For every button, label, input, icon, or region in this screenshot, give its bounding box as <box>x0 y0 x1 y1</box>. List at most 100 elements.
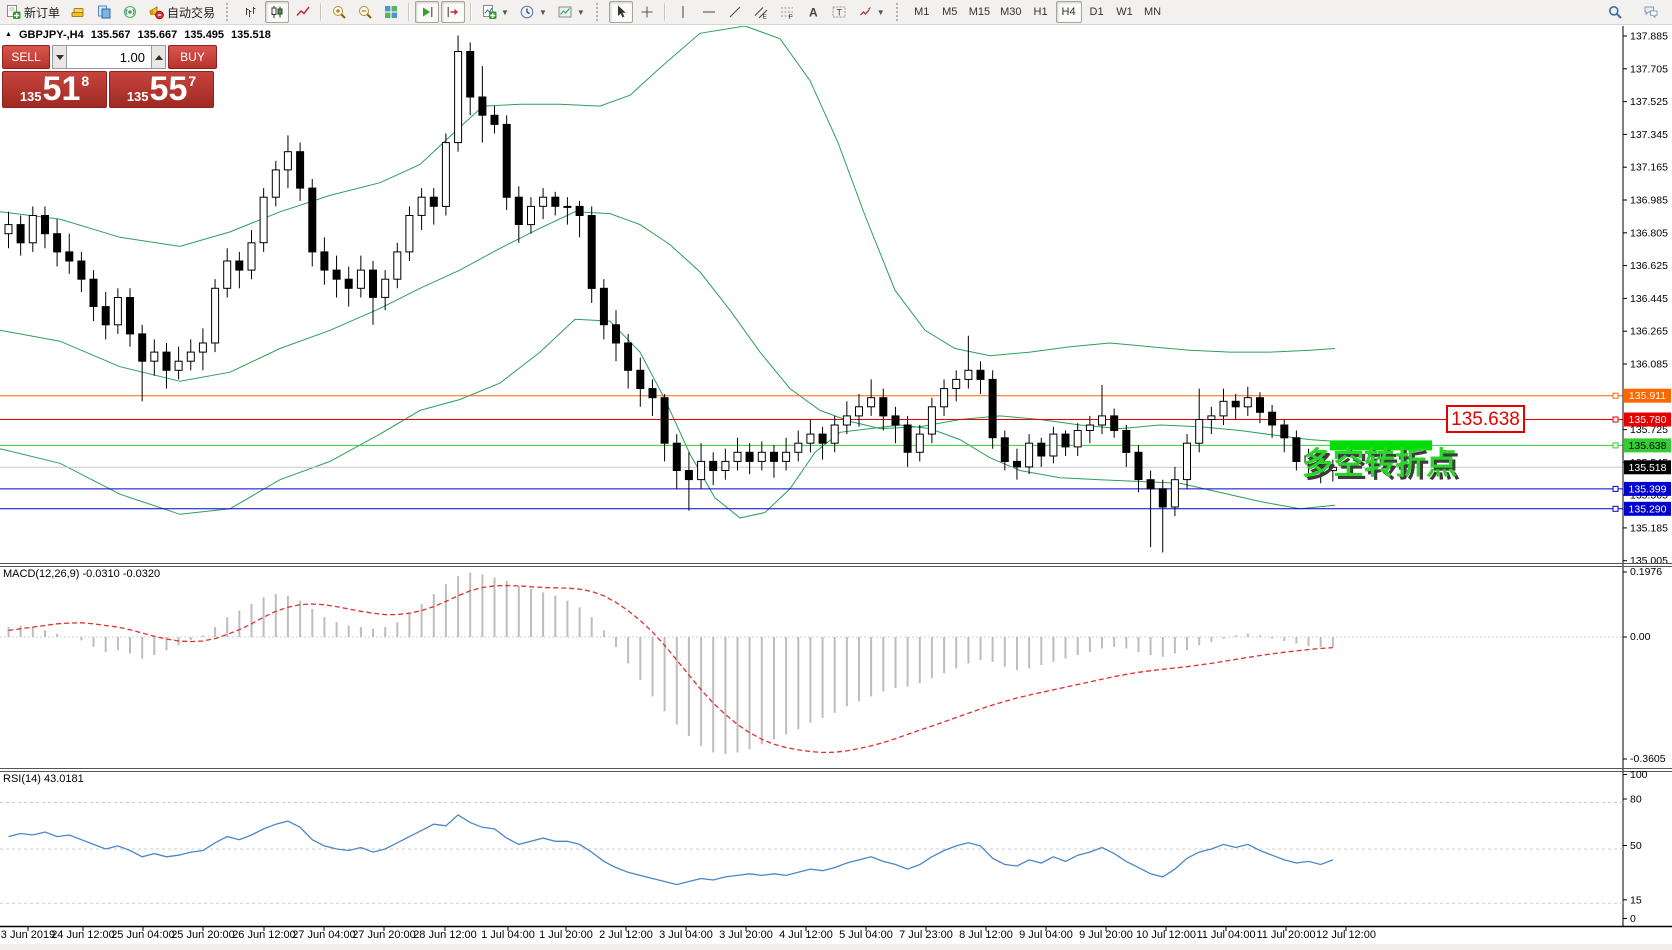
arrows-button[interactable]: ▼ <box>853 1 889 23</box>
crosshair-icon <box>641 6 653 18</box>
toolbar-separator <box>663 3 666 21</box>
svg-text:135.911: 135.911 <box>1629 390 1666 402</box>
chevron-down-icon[interactable]: ▼ <box>876 7 885 17</box>
vertical-line-button[interactable] <box>671 1 695 23</box>
bars-icon <box>246 7 256 17</box>
candles <box>4 35 1337 553</box>
price-tags[interactable]: 135.911 135.780 135.638 135.518 135.399 135.2… <box>1612 388 1671 516</box>
cn-annotation: 多空转折点 <box>1302 446 1457 481</box>
tf-h1-button[interactable]: H1 <box>1028 1 1054 23</box>
buy-button[interactable]: BUY <box>168 45 217 69</box>
svg-text:135.185: 135.185 <box>1630 522 1668 534</box>
svg-text:135.780: 135.780 <box>1629 414 1667 426</box>
rsi-label: RSI(14) 43.0181 <box>3 773 84 785</box>
collapse-arrow-icon[interactable]: ▲ <box>5 30 12 38</box>
volume-input[interactable] <box>67 45 151 69</box>
svg-text:3 Jul 20:00: 3 Jul 20:00 <box>719 929 773 941</box>
svg-text:9 Jul 20:00: 9 Jul 20:00 <box>1079 929 1133 941</box>
buy-price-prefix: 135 <box>126 89 149 104</box>
periods-button[interactable]: ▼ <box>515 1 551 23</box>
toolbar-drag-handle[interactable] <box>895 3 904 21</box>
navigator-icon <box>98 5 111 19</box>
fibonacci-retracement-button[interactable]: F <box>775 1 799 23</box>
zoom-out-button[interactable] <box>353 1 377 23</box>
bar-chart-button[interactable] <box>239 1 263 23</box>
tf-m5-button[interactable]: M5 <box>937 1 963 23</box>
text-icon: A <box>809 6 818 20</box>
equidistant-channel-button[interactable]: E <box>749 1 773 23</box>
svg-text:1 Jul 20:00: 1 Jul 20:00 <box>539 929 593 941</box>
ohlc-low: 135.495 <box>184 29 225 41</box>
text-label-button[interactable]: T <box>827 1 851 23</box>
tf-w1-button[interactable]: W1 <box>1112 1 1138 23</box>
indicators-icon <box>483 5 497 19</box>
autotrade-icon <box>149 6 164 20</box>
svg-text:137.525: 137.525 <box>1630 96 1668 108</box>
toolbar-drag-handle[interactable] <box>595 3 604 21</box>
new-order-button[interactable]: 新订单 <box>1 1 64 23</box>
svg-text:11 Jul 04:00: 11 Jul 04:00 <box>1196 929 1255 941</box>
indicators-button[interactable]: ▼ <box>477 1 513 23</box>
tf-mn-button[interactable]: MN <box>1140 1 1166 23</box>
triangle-up-icon <box>154 54 163 60</box>
line-chart-button[interactable] <box>291 1 315 23</box>
svg-text:0.00: 0.00 <box>1630 631 1651 643</box>
pane-separators[interactable] <box>0 563 1672 928</box>
svg-text:25 Jun 04:00: 25 Jun 04:00 <box>111 929 175 941</box>
zoom-in-button[interactable] <box>327 1 351 23</box>
sell-button[interactable]: SELL <box>2 45 50 69</box>
tf-m15-button[interactable]: M15 <box>965 1 994 23</box>
svg-text:137.165: 137.165 <box>1630 162 1668 174</box>
auto-trading-button[interactable]: 自动交易 <box>144 1 219 23</box>
navigator-button[interactable] <box>92 1 116 23</box>
chart-shift-button[interactable] <box>441 1 466 23</box>
chat-icon <box>1644 6 1658 19</box>
symbol-title: GBPJPY-,H4 <box>18 29 84 41</box>
text-button[interactable]: A <box>801 1 825 23</box>
periods-icon <box>520 5 534 19</box>
volume-increase-button[interactable] <box>151 45 166 69</box>
chart-area[interactable]: 135.638多空转折点多空转折点137.885137.705137.52513… <box>0 26 1672 950</box>
horizontal-line-button[interactable] <box>697 1 721 23</box>
macd-label: MACD(12,26,9) -0.0310 -0.0320 <box>3 568 161 580</box>
line-handle <box>1612 392 1619 399</box>
price-tag-135.638 <box>1624 438 1671 453</box>
buy-price[interactable]: 135 55 7 <box>109 71 214 108</box>
market-watch-button[interactable] <box>66 1 90 23</box>
one-click-trading-panel: SELL BUY 135 51 8 135 55 7 <box>2 45 217 108</box>
data-window-button[interactable] <box>118 1 142 23</box>
candlestick-chart-button[interactable] <box>265 1 290 23</box>
svg-text:136.625: 136.625 <box>1630 260 1668 272</box>
svg-text:135.290: 135.290 <box>1629 503 1667 515</box>
chat-button[interactable] <box>1639 1 1663 23</box>
svg-text:135.725: 135.725 <box>1630 424 1668 436</box>
toolbar-drag-handle[interactable] <box>226 3 234 21</box>
svg-text:135.399: 135.399 <box>1629 483 1667 495</box>
tf-m30-button[interactable]: M30 <box>996 1 1025 23</box>
toolbar-separator <box>320 3 323 21</box>
svg-text:11 Jul 20:00: 11 Jul 20:00 <box>1256 929 1315 941</box>
new-order-icon <box>7 5 21 19</box>
chevron-down-icon[interactable]: ▼ <box>501 7 509 17</box>
cursor-button[interactable] <box>608 1 633 23</box>
svg-text:137.345: 137.345 <box>1630 129 1668 141</box>
sell-price[interactable]: 135 51 8 <box>2 71 107 108</box>
templates-button[interactable]: ▼ <box>553 1 589 23</box>
svg-text:136.985: 136.985 <box>1630 195 1668 207</box>
tf-d1-button[interactable]: D1 <box>1084 1 1110 23</box>
volume-decrease-button[interactable] <box>52 45 67 69</box>
chevron-down-icon[interactable]: ▼ <box>576 7 585 17</box>
crosshair-button[interactable] <box>635 1 659 23</box>
trendline-button[interactable] <box>723 1 747 23</box>
svg-text:136.265: 136.265 <box>1630 326 1668 338</box>
tf-h4-button[interactable]: H4 <box>1055 1 1082 23</box>
tile-windows-button[interactable] <box>379 1 403 23</box>
auto-scroll-button[interactable] <box>415 1 440 23</box>
toolbar-separator <box>470 3 473 21</box>
chevron-down-icon[interactable]: ▼ <box>538 7 547 17</box>
search-button[interactable] <box>1603 1 1627 23</box>
svg-text:80: 80 <box>1630 794 1642 806</box>
tf-m1-button[interactable]: M1 <box>909 1 935 23</box>
